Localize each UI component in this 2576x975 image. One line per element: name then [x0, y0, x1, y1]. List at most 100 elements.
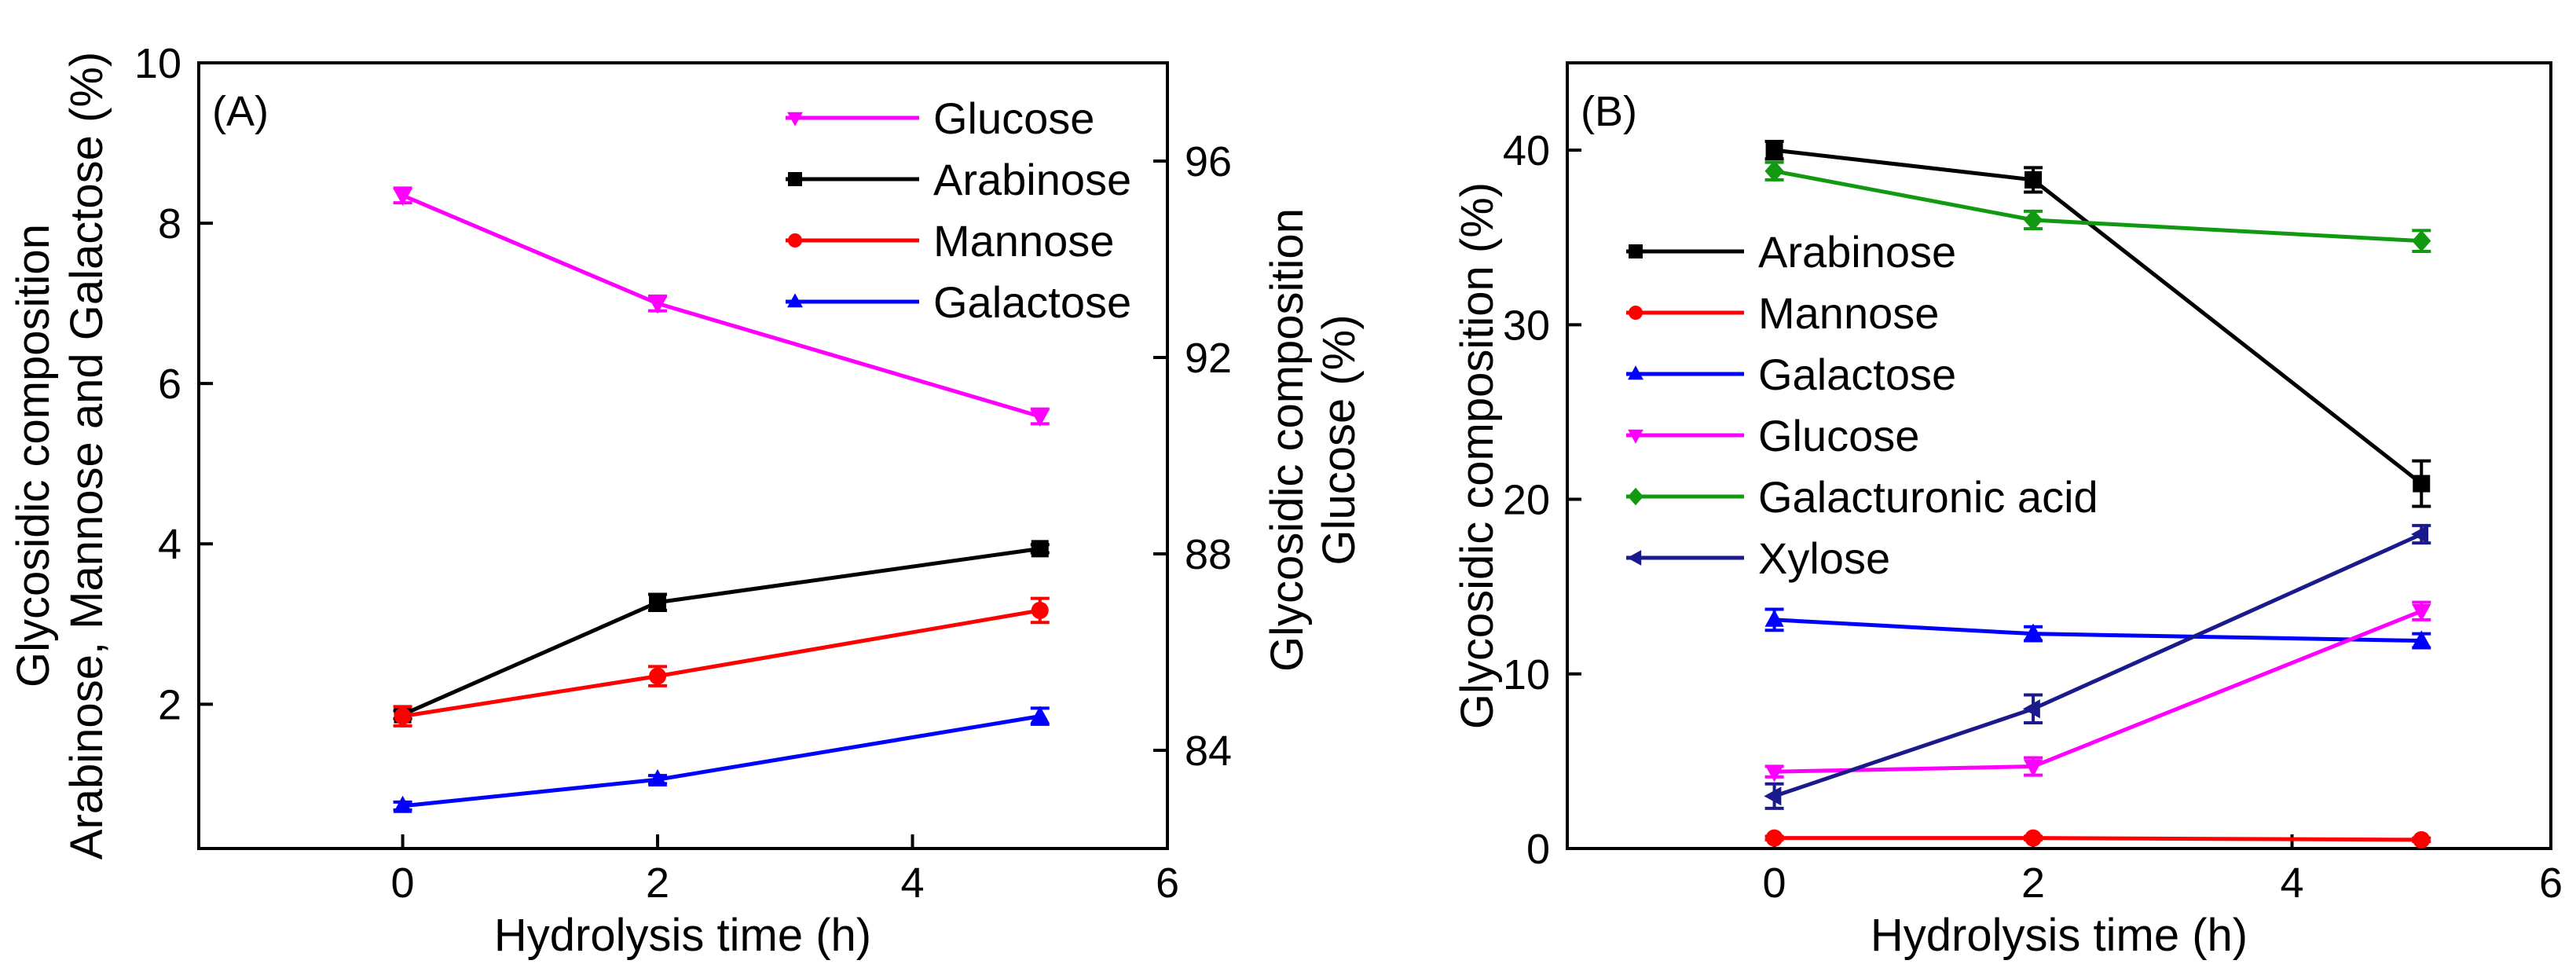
- panel-b-point-galactose: [2412, 630, 2431, 648]
- panel-b-line-mannose: [1774, 836, 2422, 842]
- panel-b-point-mannose: [2025, 829, 2043, 847]
- panel-b-point-arabinose: [1765, 141, 1783, 159]
- panel-b-series-xylose: [1764, 523, 2431, 810]
- panel-a-legend-entry-mannose: Mannose: [786, 216, 1114, 266]
- panel-a-right-y-axis: 84 88 92 96: [1153, 138, 1232, 775]
- panel-a-legend-label: Arabinose: [933, 155, 1131, 204]
- panel-a-x-tick-label: 2: [646, 860, 669, 907]
- panel-b-series-galacturonic-acid: [1764, 160, 2431, 253]
- panel-a-y-tick-label: 10: [134, 40, 181, 87]
- panel-b-legend-label: Galactose: [1758, 350, 1956, 399]
- panel-a-y-tick-label: 4: [158, 521, 181, 568]
- panel-b-legend-label: Glucose: [1758, 411, 1919, 460]
- panel-b-legend-marker: [1628, 487, 1643, 506]
- panel-a-x-tick-label: 0: [391, 860, 415, 907]
- panel-b-point-mannose: [1765, 829, 1783, 847]
- panel-b-series-arabinose: [1764, 140, 2431, 508]
- panel-b-legend-entry-glucose: Glucose: [1626, 411, 1919, 460]
- panel-b-point-mannose: [2413, 830, 2431, 849]
- panel-b-point-galacturonic-acid: [1764, 160, 1784, 182]
- panel-b-x-tick-label: 4: [2281, 860, 2304, 907]
- panel-a-legend-marker: [787, 112, 803, 126]
- panel-b-legend-label: Arabinose: [1758, 227, 1956, 277]
- panel-a-y-tick-label: 8: [158, 200, 181, 247]
- panel-b-point-arabinose: [2025, 170, 2043, 189]
- panel-b-label: (B): [1581, 88, 1637, 135]
- panel-b-legend-marker: [1628, 365, 1643, 380]
- panel-a-point-galactose: [393, 795, 412, 813]
- panel-b-legend-label: Mannose: [1758, 288, 1939, 338]
- panel-b-legend-marker: [1627, 550, 1642, 566]
- panel-b-point-galactose: [2023, 623, 2043, 641]
- panel-b-point-xylose: [2022, 699, 2040, 719]
- panel-a-y2-tick-label: 88: [1185, 531, 1232, 578]
- panel-b-y-axis-title: Glycosidic composition (%): [1452, 182, 1503, 729]
- panel-a-point-arabinose: [649, 593, 667, 611]
- panel-a-legend-entry-galactose: Galactose: [786, 277, 1131, 327]
- panel-a-point-mannose: [649, 667, 667, 685]
- panel-b: (B) 0 2 4 6 0 10 20 30 40 Hydrolysis time (h) G…: [1452, 61, 2563, 961]
- panel-b-y-tick-label: 0: [1526, 826, 1550, 873]
- panel-b-series: [1764, 140, 2431, 849]
- panel-b-point-glucose: [1764, 764, 1784, 783]
- panel-a-x-axis: 0 2 4 6: [391, 834, 1179, 907]
- panel-a-y2-tick-label: 96: [1185, 138, 1232, 185]
- panel-b-line-galactose: [1774, 618, 2422, 643]
- panel-b-y-tick-label: 10: [1503, 651, 1550, 698]
- panel-b-series-glucose: [1764, 600, 2431, 783]
- panel-b-point-arabinose: [2413, 475, 2431, 493]
- panel-a-y2-axis-title-line2: Glucose (%): [1314, 314, 1365, 565]
- panel-a-x-axis-title: Hydrolysis time (h): [494, 910, 871, 961]
- panel-b-x-tick-label: 6: [2539, 860, 2563, 907]
- panel-a-point-glucose: [1030, 409, 1050, 427]
- panel-b-y-tick-label: 30: [1503, 302, 1550, 349]
- panel-a-legend-marker: [788, 172, 802, 186]
- panel-a-x-tick-label: 6: [1156, 860, 1179, 907]
- panel-b-series-galactose: [1764, 607, 2431, 650]
- panel-a-y-tick-label: 6: [158, 361, 181, 408]
- panel-b-x-axis: 0 2 4 6: [1763, 834, 2563, 907]
- panel-b-y-tick-label: 20: [1503, 477, 1550, 524]
- panel-a-line-galactose: [402, 714, 1041, 808]
- panel-a-line-arabinose: [401, 546, 1041, 717]
- panel-a-point-glucose: [647, 296, 668, 314]
- panel-b-point-xylose: [1764, 786, 1782, 806]
- panel-a-series-glucose: [393, 186, 1050, 427]
- panel-b-point-glucose: [2023, 759, 2043, 777]
- panel-a-legend-marker: [788, 233, 802, 247]
- panel-b-legend-entry-xylose: Xylose: [1626, 533, 1890, 583]
- panel-b-y-axis: 0 10 20 30 40: [1503, 127, 1581, 873]
- panel-b-legend-marker: [1629, 306, 1643, 320]
- panel-b-point-galacturonic-acid: [2023, 209, 2043, 231]
- panel-a-point-galactose: [1030, 706, 1050, 724]
- panel-b-legend-entry-galactose: Galactose: [1626, 350, 1956, 399]
- panel-a-legend-entry-arabinose: Arabinose: [786, 155, 1131, 204]
- panel-a-legend-marker: [787, 293, 803, 308]
- panel-a-label: (A): [212, 88, 269, 135]
- panel-b-point-glucose: [2412, 603, 2431, 621]
- panel-a-point-mannose: [394, 707, 412, 725]
- panel-b-legend: Arabinose Mannose Galactose Glucose Galactur…: [1626, 227, 2098, 583]
- panel-a-y2-axis-title-line1: Glycosidic composition: [1262, 208, 1313, 672]
- panel-b-x-axis-title: Hydrolysis time (h): [1871, 910, 2248, 961]
- panel-a: (A) 0 2 4 6 2 4 6 8 10 84 88 92 96 Hydrolysis time…: [8, 40, 1365, 961]
- panel-b-legend-entry-arabinose: Arabinose: [1626, 227, 1956, 277]
- panel-b-x-tick-label: 0: [1763, 860, 1786, 907]
- panel-a-legend-label: Glucose: [933, 93, 1094, 143]
- panel-a-y-tick-label: 2: [158, 681, 181, 728]
- panel-a-series-arabinose: [393, 540, 1050, 724]
- panel-a-point-glucose: [393, 188, 412, 206]
- panel-b-legend-marker: [1629, 244, 1643, 258]
- panel-b-series-mannose: [1764, 829, 2431, 849]
- panel-a-left-y-axis: 2 4 6 8 10: [134, 40, 213, 728]
- panel-a-point-mannose: [1031, 601, 1049, 619]
- panel-b-point-galacturonic-acid: [2412, 229, 2431, 252]
- panel-b-point-xylose: [2411, 524, 2429, 544]
- panel-a-legend-label: Galactose: [933, 277, 1131, 327]
- panel-a-plot-frame: [197, 61, 1169, 850]
- panel-a-series-mannose: [393, 596, 1050, 728]
- panel-b-legend-label: Galacturonic acid: [1758, 472, 2098, 522]
- panel-b-legend-label: Xylose: [1758, 533, 1890, 583]
- panel-b-point-galactose: [1764, 609, 1784, 627]
